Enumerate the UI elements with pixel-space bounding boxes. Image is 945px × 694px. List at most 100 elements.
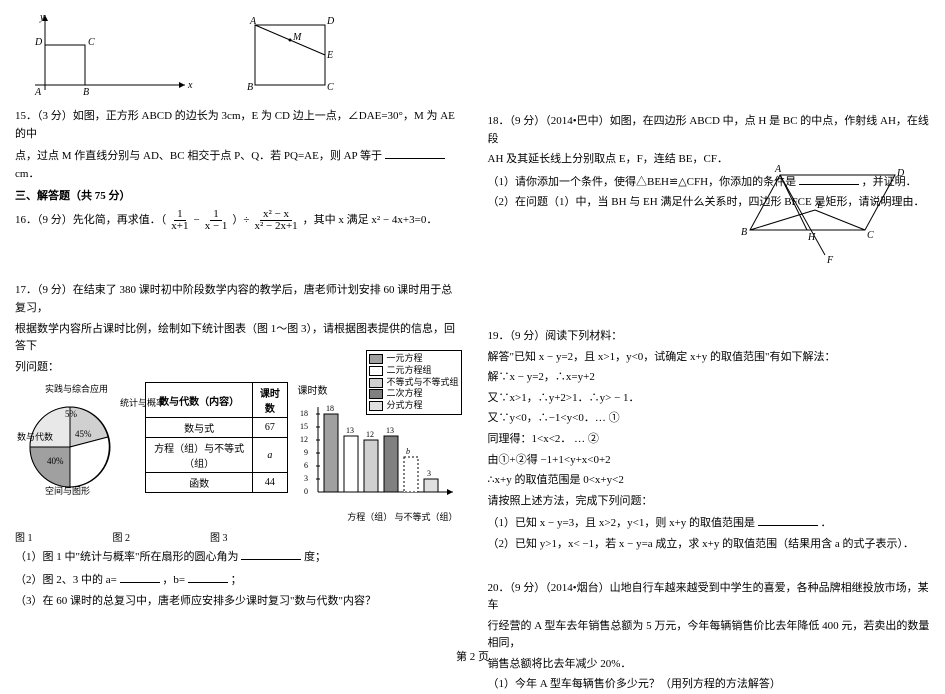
q19-line9: 请按照上述方法，完成下列问题： [488, 493, 931, 511]
q17-sub1-blank [241, 547, 301, 560]
q15-figures: y x A B C D A D E C B M [15, 10, 458, 100]
spacer3 [488, 557, 931, 577]
legend-item: 不等式与不等式组 [369, 377, 458, 389]
q19-line4: 又∵x>1，∴y+2>1．∴y> − 1． [488, 390, 931, 408]
caption-fig2: 图 2 [113, 529, 131, 544]
q17-sub2-blank-a [120, 570, 160, 583]
svg-text:A: A [774, 164, 782, 175]
table-header-row: 数与代数（内容） 课时数 [146, 383, 288, 418]
q16: 16．（9 分）先化简，再求值．（ 1 x+1 − 1 x − 1 ）÷ x² … [15, 209, 458, 232]
svg-text:13: 13 [386, 426, 394, 435]
svg-text:0: 0 [304, 487, 308, 496]
fig-captions: 图 1 图 2 图 3 [15, 527, 458, 544]
q15-figure-b: A D E C B M [235, 10, 345, 100]
q17-sub2-mid: ，b= [162, 574, 185, 586]
legend-item: 二元方程组 [369, 365, 458, 377]
svg-text:x: x [187, 80, 193, 91]
q19-sub1-suffix: ． [821, 517, 832, 529]
left-column: y x A B C D A D E C B M 15．（3 分）如图，正方形 A… [0, 0, 473, 668]
th-hours: 课时数 [253, 383, 287, 418]
table-row: 数与式 67 [146, 418, 288, 438]
td: 数与式 [146, 418, 253, 438]
svg-text:15: 15 [300, 422, 308, 431]
q20-line1: 20．（9 分）（2014•烟台）山地自行车越来越受到中学生的喜爱，各种品牌相继… [488, 580, 931, 615]
q15-text-b: 点，过点 M 作直线分别与 AD、BC 相交于点 P、Q．若 PQ=AE，则 A… [15, 150, 382, 162]
svg-text:C: C [88, 37, 95, 48]
svg-text:D: D [34, 37, 43, 48]
pie-label-kongjian: 空间与图形 [45, 484, 90, 497]
q18-figure: A D B C E H F [735, 160, 915, 270]
q19-line7: 由①+②得 −1+1<y+x<0+2 [488, 452, 931, 470]
q17-sub1-suffix: 度； [304, 551, 326, 563]
table-row: 函数 44 [146, 473, 288, 493]
bar-legend: 一元方程 二元方程组 不等式与不等式组 二次方程 分式方程 [366, 350, 461, 414]
svg-text:b: b [406, 447, 410, 456]
pie-wrapper: 45% 40% 5% 实践与综合应用 统计与概率 数与代数 空间与图形 [15, 382, 135, 505]
svg-text:B: B [247, 82, 253, 93]
page-footer: 第 2 页 [0, 648, 945, 664]
table-row: 方程（组）与不等式（组） a [146, 438, 288, 473]
q15-figure-a: y x A B C D [15, 10, 195, 100]
svg-text:12: 12 [366, 430, 374, 439]
section-3-title: 三、解答题（共 75 分） [15, 187, 458, 203]
legend-label: 二次方程 [386, 388, 422, 400]
spacer [488, 10, 931, 110]
caption-fig1: 图 1 [15, 529, 33, 544]
svg-text:H: H [807, 232, 816, 243]
q17-sub2-blank-b [188, 570, 228, 583]
svg-text:18: 18 [326, 404, 334, 413]
svg-text:40%: 40% [47, 456, 64, 466]
svg-text:E: E [816, 200, 823, 211]
q17-sub3: （3）在 60 课时的总复习中，唐老师应安排多少课时复习"数与代数"内容？ [15, 593, 458, 611]
pie-label-shijian: 实践与综合应用 [45, 382, 108, 395]
q19-line1: 19．（9 分）阅读下列材料： [488, 328, 931, 346]
q17-sub1-text: （1）图 1 中"统计与概率"所在扇形的圆心角为 [15, 551, 238, 563]
svg-text:3: 3 [427, 469, 431, 478]
q16-frac3: x² − x x² − 2x+1 [251, 209, 300, 232]
svg-text:18: 18 [300, 409, 308, 418]
q16-frac2: 1 x − 1 [202, 209, 231, 232]
legend-item: 二次方程 [369, 388, 458, 400]
q19-sub2: （2）已知 y>1，x< −1，若 x − y=a 成立，求 x+y 的取值范围… [488, 536, 931, 554]
caption-fig3: 图 3 [210, 529, 228, 544]
right-column: 18．（9 分）（2014•巴中）如图，在四边形 ABCD 中，点 H 是 BC… [473, 0, 945, 668]
q17-sub1: （1）图 1 中"统计与概率"所在扇形的圆心角为 度； [15, 547, 458, 567]
svg-text:A: A [34, 87, 42, 98]
legend-label: 不等式与不等式组 [386, 377, 458, 389]
svg-text:C: C [867, 230, 874, 241]
q16-frac2-den: x − 1 [202, 221, 231, 232]
svg-text:D: D [896, 168, 905, 179]
svg-text:C: C [327, 82, 334, 93]
q17-sub2-text: （2）图 2、3 中的 a= [15, 574, 117, 586]
svg-text:6: 6 [304, 461, 308, 470]
td: a [253, 438, 287, 473]
q15-text-c: cm． [15, 168, 39, 180]
svg-text:M: M [292, 32, 302, 43]
svg-text:3: 3 [304, 474, 308, 483]
svg-text:13: 13 [346, 426, 354, 435]
legend-item: 分式方程 [369, 400, 458, 412]
svg-text:B: B [83, 87, 89, 98]
td: 方程（组）与不等式（组） [146, 438, 253, 473]
svg-text:A: A [249, 16, 257, 27]
svg-text:y: y [39, 12, 45, 23]
svg-text:F: F [826, 255, 834, 266]
svg-text:B: B [741, 227, 747, 238]
legend-label: 分式方程 [386, 400, 422, 412]
pie-label-tongji: 统计与概率 [120, 396, 165, 409]
q16-frac3-den: x² − 2x+1 [251, 221, 300, 232]
q20-sub1: （1）今年 A 型车每辆售价多少元？（用列方程的方法解答） [488, 676, 931, 694]
svg-text:45%: 45% [75, 429, 92, 439]
q15-blank [385, 146, 445, 159]
svg-text:12: 12 [300, 435, 308, 444]
q17-charts: 45% 40% 5% 实践与综合应用 统计与概率 数与代数 空间与图形 数与代数… [15, 382, 458, 523]
q16-minus: − [193, 212, 199, 230]
svg-text:E: E [326, 50, 333, 61]
q19-sub1: （1）已知 x − y=3，且 x>2，y<1，则 x+y 的取值范围是 ． [488, 513, 931, 533]
bar-xlabel: 方程（组） 与不等式（组） [298, 510, 458, 523]
q17-line1: 17．（9 分）在结束了 380 课时初中阶段数学内容的教学后，唐老师计划安排 … [15, 282, 458, 317]
pie-label-shudai: 数与代数 [17, 430, 53, 443]
q19-line2: 解答"已知 x − y=2，且 x>1，y<0，试确定 x+y 的取值范围"有如… [488, 349, 931, 367]
q19-line3: 解∵x − y=2，∴x=y+2 [488, 369, 931, 387]
q17-sub2-suffix: ； [231, 574, 242, 586]
